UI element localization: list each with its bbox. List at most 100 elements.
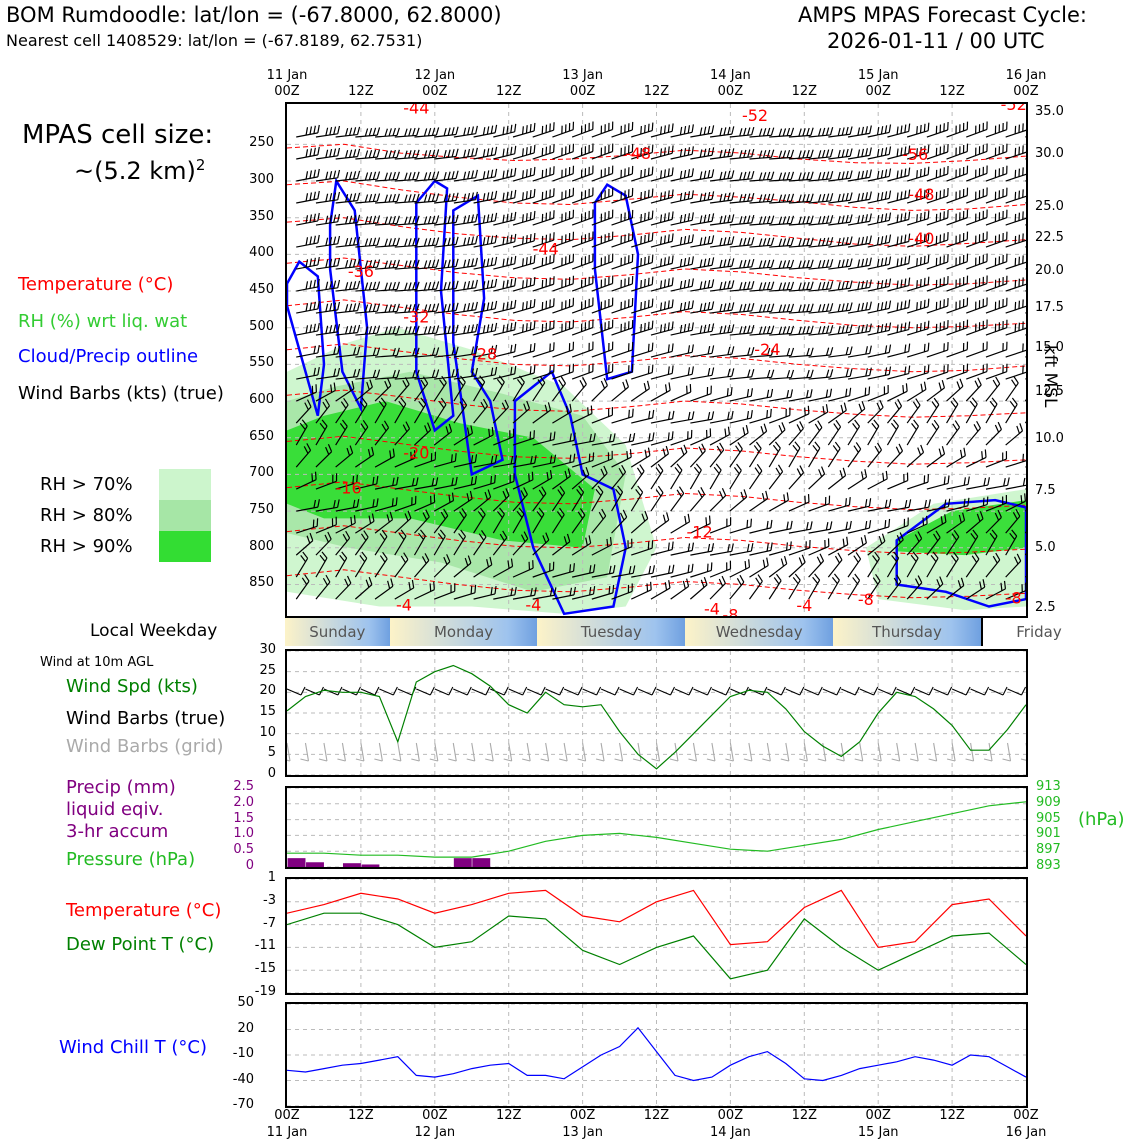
wind-barb-flag: [723, 127, 727, 136]
wind-barb-shaft: [847, 476, 867, 490]
wind-barb-shaft: [769, 178, 792, 182]
wind-barb: [296, 366, 320, 380]
wind-barb: [887, 532, 904, 556]
pressure-tick-label: 550: [249, 355, 274, 371]
wind-barb-shaft: [473, 220, 496, 226]
wind-barb-flag: [913, 419, 919, 427]
wind-barb-flag: [809, 389, 813, 398]
wind-panel: [285, 649, 1028, 777]
surface-wind-barb-flag: [688, 686, 694, 696]
wind-barb-flag: [660, 170, 663, 179]
wind-barb: [394, 529, 407, 556]
wind-barb-shaft: [808, 447, 821, 468]
wind-barb: [749, 281, 775, 292]
wind-barb: [867, 399, 884, 424]
wind-barb: [493, 167, 517, 182]
top-hour-label: 12Z: [643, 84, 670, 99]
wind-barb-flag: [396, 193, 400, 202]
wind-barb: [473, 300, 498, 314]
wind-barb-shaft: [788, 396, 811, 402]
wind-barb: [493, 473, 515, 490]
wind-barb-flag: [908, 321, 911, 330]
grid-wind-barb-shaft: [655, 742, 661, 762]
wind-barb: [670, 578, 690, 600]
bottom-date-label: 13 Jan: [562, 1125, 603, 1140]
wind-barb-flag: [731, 324, 735, 333]
wind-barb-flag: [311, 473, 314, 482]
wind-barb: [571, 275, 594, 292]
wind-barb-flag: [368, 326, 373, 335]
grid-wind-barb-flag: [632, 758, 642, 762]
wind-barb-flag: [743, 171, 747, 180]
bottom-date-label: 16 Jan: [1005, 1125, 1047, 1140]
wind-barb: [394, 477, 419, 490]
wind-barb-flag: [416, 127, 420, 136]
wind-barb-flag: [679, 236, 683, 245]
wind-barb: [375, 127, 400, 138]
wind-barb-flag: [388, 326, 392, 335]
wind-barb-flag: [644, 234, 646, 243]
wind-barb: [788, 389, 813, 402]
wind-barb-flag: [904, 256, 907, 265]
wind-barb-flag: [640, 280, 642, 289]
wind-barb-shaft: [670, 437, 692, 446]
wind-barb-shaft: [769, 134, 792, 138]
wind-barb: [611, 464, 627, 490]
wind-barb-flag: [904, 500, 908, 509]
wind-barb-flag: [368, 260, 373, 269]
wind-barb: [729, 280, 755, 292]
wind-barb: [828, 368, 853, 380]
wind-barb-shaft: [847, 330, 870, 336]
temperature-label: -8: [1006, 589, 1022, 608]
wind-barb: [492, 488, 510, 512]
grid-wind-barb-flag: [448, 758, 457, 762]
wind-barb-flag: [667, 344, 670, 353]
wind-barb-flag: [810, 369, 814, 378]
wind-barb: [690, 257, 715, 270]
wind-barb: [1005, 255, 1026, 270]
grid-wind-barb: [799, 742, 808, 762]
wind-barb: [631, 254, 654, 270]
wind-barb-shaft: [552, 217, 574, 226]
wind-barb-flag: [549, 432, 552, 441]
wind-barb-flag: [646, 380, 650, 389]
surface-wind-barb-shaft: [545, 688, 560, 696]
wind-barb-flag: [349, 445, 354, 454]
wind-barb: [887, 499, 912, 512]
wind-barb-flag: [747, 347, 751, 356]
wind-barb-flag: [506, 147, 509, 156]
wind-barb-flag: [423, 326, 428, 335]
wind-barb-flag: [427, 237, 432, 246]
wind-barb: [867, 344, 892, 358]
bottom-hour-label: 00Z: [1013, 1108, 1039, 1123]
surface-wind-barb-flag: [337, 686, 343, 696]
temperature-label: -48: [908, 185, 934, 204]
wind-barb-flag: [731, 192, 735, 201]
pressure-tick-label: 905: [1036, 810, 1061, 826]
grid-wind-barb-shaft: [729, 742, 734, 762]
wind-barb-flag: [390, 578, 394, 587]
wind-barb-shaft: [926, 404, 940, 424]
surface-wind-barb: [988, 686, 1008, 696]
wind-barb-shaft: [552, 261, 574, 270]
wind-barb: [670, 444, 688, 468]
wind-barb-flag: [770, 259, 775, 268]
wind-barb: [749, 347, 775, 358]
wind-barb: [769, 171, 795, 182]
wind-barb-flag: [325, 127, 329, 136]
bottom-hour-label: 00Z: [865, 1108, 891, 1123]
wind-barb-shaft: [335, 200, 358, 204]
wind-barb-flag: [872, 555, 878, 563]
wind-barb-flag: [786, 521, 789, 530]
wind-barb: [867, 384, 889, 402]
wind-barb-flag: [490, 301, 494, 310]
wind-barb-shaft: [966, 348, 988, 358]
wind-barb-flag: [671, 123, 674, 132]
wind-barb: [413, 529, 427, 556]
wind-barb-shaft: [887, 372, 909, 380]
wind-barb: [788, 441, 801, 468]
grid-wind-barb-shaft: [951, 742, 956, 762]
wind-barb: [926, 397, 940, 424]
wind-barb: [552, 165, 575, 182]
wind-barb-flag: [416, 347, 420, 356]
